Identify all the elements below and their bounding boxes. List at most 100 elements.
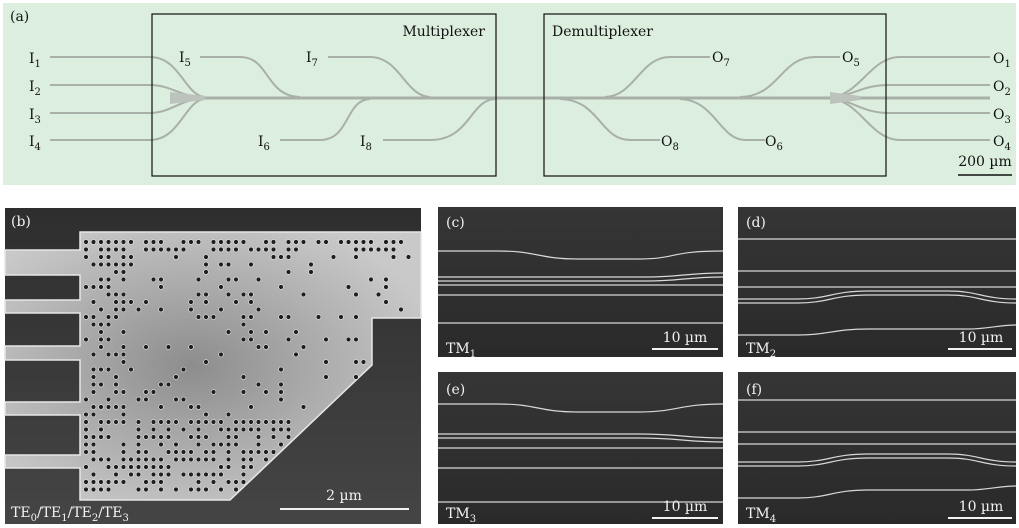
etched-hole [383,276,389,283]
etched-hole [240,321,247,328]
etched-hole [165,246,172,253]
panel-a-label: (a) [10,9,29,25]
etched-hole [150,276,157,283]
etched-hole [158,464,164,470]
etched-hole [90,434,97,440]
etched-hole [218,464,224,470]
etched-hole [105,366,112,373]
etched-hole [135,396,142,403]
etched-hole [203,269,209,275]
etched-hole [375,291,382,298]
etched-hole [143,449,149,455]
etched-hole [248,404,254,410]
etched-hole [300,239,307,245]
etched-hole [113,389,119,395]
etched-hole [98,254,104,260]
etched-hole [203,291,209,298]
etched-hole [248,329,254,335]
etched-hole [143,239,149,245]
etched-hole [165,344,172,350]
etched-hole [383,239,389,245]
etched-hole [120,269,127,275]
etched-hole [383,299,389,305]
etched-hole [83,314,89,320]
etched-hole [120,344,127,350]
etched-hole [158,246,164,253]
etched-hole [308,261,314,268]
etched-hole [113,291,119,298]
etched-hole [90,471,97,478]
etched-hole [90,486,97,493]
etched-hole [165,419,172,425]
etched-hole [165,471,172,478]
etched-hole [263,239,269,245]
etched-hole [255,426,262,433]
etched-hole [158,471,164,478]
etched-hole [150,479,157,485]
etched-hole [285,419,292,425]
etched-hole-pattern [83,239,412,493]
etched-hole [105,434,112,440]
etched-hole [225,276,232,283]
etched-hole [195,276,202,283]
etched-hole [120,449,127,455]
etched-hole [240,419,247,425]
etched-hole [270,239,277,245]
etched-hole [128,366,134,373]
etched-hole [173,246,179,253]
etched-hole [113,351,119,358]
etched-hole [83,246,89,253]
etched-hole [263,419,269,425]
etched-hole [368,276,374,283]
etched-hole [128,261,134,268]
etched-hole [173,419,179,425]
etched-hole [113,314,119,320]
etched-hole [255,306,262,313]
etched-hole [233,299,239,305]
panel-b-label: (b) [11,214,31,230]
etched-hole [203,359,209,365]
etched-hole [240,336,247,343]
etched-hole [225,434,232,440]
etched-hole [90,261,97,268]
etched-hole [113,404,119,410]
panel-d: (d) TM2 10 µm [738,207,1017,360]
etched-hole [98,276,104,283]
etched-hole [210,471,217,478]
etched-hole [188,486,194,493]
waveguide-network [50,56,990,141]
etched-hole [120,239,127,245]
etched-hole [240,449,247,455]
etched-hole [255,434,262,440]
etched-hole [105,321,112,328]
etched-hole [203,411,209,418]
etched-hole [180,239,187,245]
etched-hole [293,239,299,245]
etched-hole [240,239,247,245]
etched-hole [98,456,104,463]
etched-hole [83,239,89,245]
etched-hole [98,479,104,485]
etched-hole [263,456,269,463]
etched-hole [315,239,322,245]
etched-hole [225,329,232,335]
etched-hole [105,396,112,403]
etched-hole [83,449,89,455]
port-label-i6: I6 [258,134,270,153]
etched-hole [225,456,232,463]
etched-hole [285,246,292,253]
etched-hole [98,426,104,433]
optical-micrograph-background [3,3,1016,185]
etched-hole [203,449,209,455]
etched-hole [98,404,104,410]
scale-bar-label-e: 10 µm [663,499,708,515]
etched-hole [173,449,179,455]
etched-hole [120,254,127,260]
etched-hole [98,336,104,343]
etched-hole [158,441,164,448]
etched-hole [173,456,179,463]
port-label-o7: O7 [712,50,730,69]
etched-hole [113,479,119,485]
etched-hole [210,239,217,245]
